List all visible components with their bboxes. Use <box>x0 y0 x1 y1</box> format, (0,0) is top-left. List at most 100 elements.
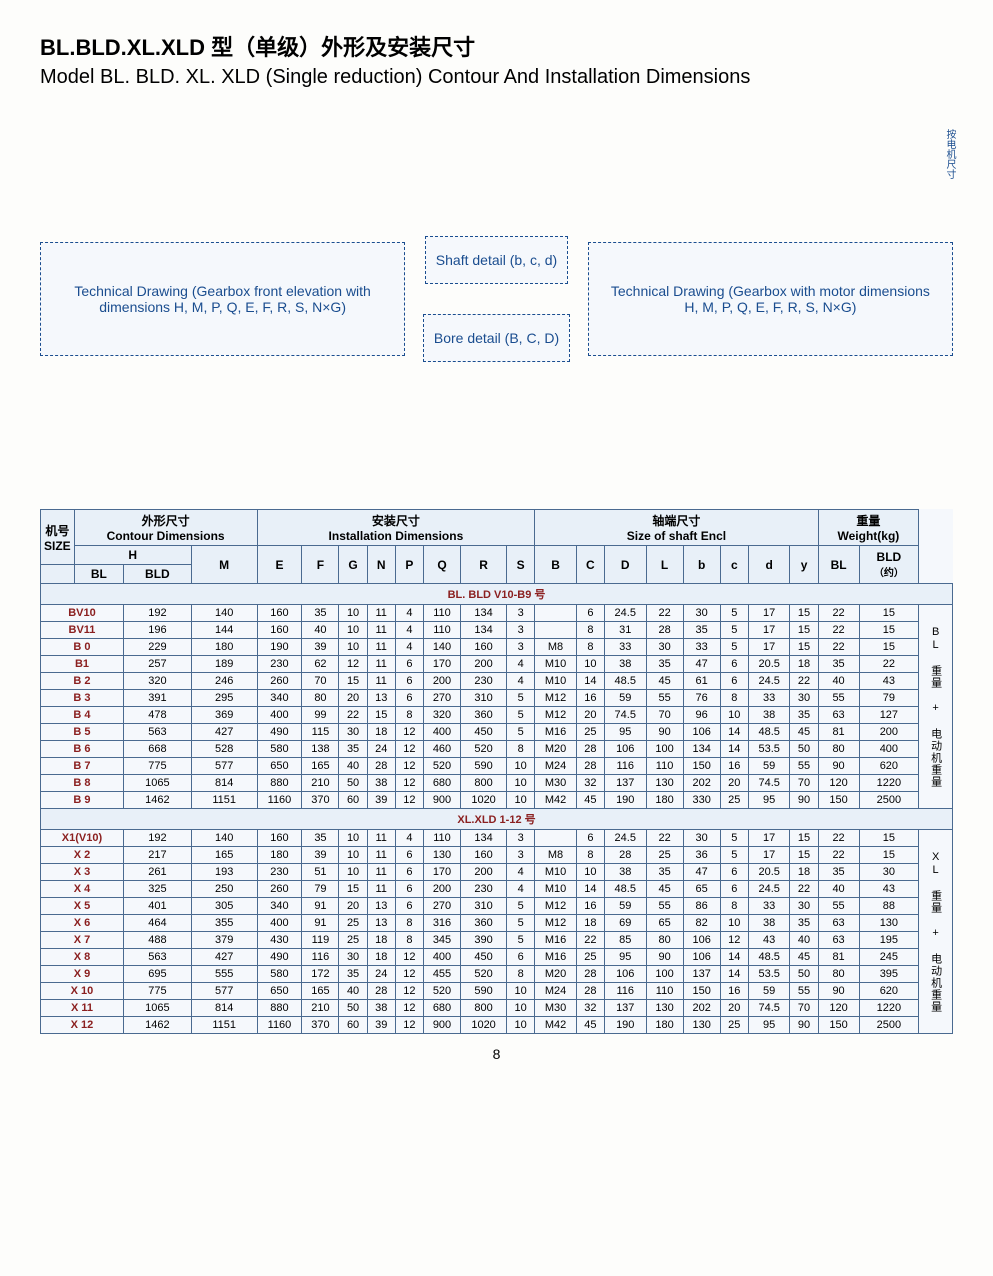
cell-Q: 200 <box>461 864 507 881</box>
cell-E: 40 <box>302 622 339 639</box>
hdr-M: M <box>191 546 257 584</box>
cell-D: 100 <box>646 966 683 983</box>
cell-Q: 200 <box>461 656 507 673</box>
cell-P: 110 <box>423 830 460 847</box>
cell-R: 5 <box>507 724 535 741</box>
cell-c: 17 <box>748 605 790 622</box>
cell-BLD: 295 <box>191 690 257 707</box>
cell-F: 20 <box>339 898 367 915</box>
cell-S: M30 <box>535 775 577 792</box>
cell-R: 4 <box>507 864 535 881</box>
table-row: X 221716518039101161301603M8828253651715… <box>41 847 953 864</box>
cell-wBL: 43 <box>859 673 919 690</box>
cell-B: 8 <box>576 622 604 639</box>
cell-c: 74.5 <box>748 775 790 792</box>
cell-D: 130 <box>646 775 683 792</box>
cell-F: 40 <box>339 758 367 775</box>
cell-R: 5 <box>507 707 535 724</box>
hdr-c2: c <box>720 546 748 584</box>
cell-P: 170 <box>423 864 460 881</box>
cell-D: 180 <box>646 792 683 809</box>
cell-C: 137 <box>604 1000 646 1017</box>
cell-P: 170 <box>423 656 460 673</box>
cell-size: B 4 <box>41 707 124 724</box>
cell-wBL: 15 <box>859 605 919 622</box>
cell-E: 370 <box>302 1017 339 1034</box>
cell-c: 20.5 <box>748 656 790 673</box>
cell-BL: 391 <box>123 690 191 707</box>
cell-L: 330 <box>683 792 720 809</box>
cell-L: 30 <box>683 605 720 622</box>
cell-BL: 695 <box>123 966 191 983</box>
cell-N: 8 <box>395 707 423 724</box>
cell-G: 39 <box>367 792 395 809</box>
cell-size: X 11 <box>41 1000 124 1017</box>
cell-y: 80 <box>818 741 859 758</box>
cell-d: 45 <box>790 724 818 741</box>
cell-C: 95 <box>604 949 646 966</box>
table-row: X 646435540091251383163605M1218696582103… <box>41 915 953 932</box>
table-row: X1(V10)19214016035101141101343624.522305… <box>41 830 953 847</box>
cell-size: BV11 <box>41 622 124 639</box>
cell-Q: 800 <box>461 775 507 792</box>
cell-S: M42 <box>535 1017 577 1034</box>
table-row: B125718923062121161702004M1010383547620.… <box>41 656 953 673</box>
cell-C: 59 <box>604 898 646 915</box>
cell-G: 11 <box>367 639 395 656</box>
cell-R: 4 <box>507 673 535 690</box>
cell-D: 25 <box>646 847 683 864</box>
cell-R: 10 <box>507 1017 535 1034</box>
cell-P: 200 <box>423 673 460 690</box>
cell-D: 45 <box>646 881 683 898</box>
cell-b: 6 <box>720 673 748 690</box>
cell-F: 22 <box>339 707 367 724</box>
cell-c: 48.5 <box>748 949 790 966</box>
cell-y: 22 <box>818 847 859 864</box>
cell-BL: 1462 <box>123 1017 191 1034</box>
cell-G: 11 <box>367 656 395 673</box>
cell-G: 11 <box>367 881 395 898</box>
cell-wBL: 395 <box>859 966 919 983</box>
cell-wBL: 620 <box>859 983 919 1000</box>
cell-BLD: 379 <box>191 932 257 949</box>
cell-M: 430 <box>257 932 302 949</box>
table-row: X 12146211511160370603912900102010M42451… <box>41 1017 953 1034</box>
cell-BL: 261 <box>123 864 191 881</box>
cell-C: 190 <box>604 792 646 809</box>
cell-b: 16 <box>720 758 748 775</box>
cell-c: 74.5 <box>748 1000 790 1017</box>
cell-P: 520 <box>423 758 460 775</box>
cell-BLD: 528 <box>191 741 257 758</box>
cell-N: 4 <box>395 622 423 639</box>
cell-R: 10 <box>507 775 535 792</box>
cell-R: 8 <box>507 966 535 983</box>
cell-S: M12 <box>535 915 577 932</box>
cell-y: 35 <box>818 656 859 673</box>
hdr-weight: 重量 Weight(kg) <box>818 510 919 546</box>
cell-Q: 134 <box>461 830 507 847</box>
cell-G: 13 <box>367 915 395 932</box>
table-row: X 96955555801723524124555208M20281061001… <box>41 966 953 983</box>
cell-P: 900 <box>423 1017 460 1034</box>
table-head: 机号 SIZE 外形尺寸 Contour Dimensions 安装尺寸 Ins… <box>41 510 953 584</box>
cell-S: M20 <box>535 966 577 983</box>
cell-BLD: 180 <box>191 639 257 656</box>
cell-R: 6 <box>507 949 535 966</box>
cell-d: 15 <box>790 605 818 622</box>
cell-E: 79 <box>302 881 339 898</box>
cell-G: 15 <box>367 707 395 724</box>
cell-P: 270 <box>423 690 460 707</box>
cell-F: 60 <box>339 1017 367 1034</box>
cell-E: 119 <box>302 932 339 949</box>
cell-R: 10 <box>507 758 535 775</box>
cell-size: B 6 <box>41 741 124 758</box>
cell-P: 900 <box>423 792 460 809</box>
cell-M: 190 <box>257 639 302 656</box>
cell-C: 48.5 <box>604 673 646 690</box>
cell-L: 202 <box>683 775 720 792</box>
cell-P: 320 <box>423 707 460 724</box>
hdr-shaft: 轴端尺寸 Size of shaft Encl <box>535 510 818 546</box>
cell-d: 45 <box>790 949 818 966</box>
cell-F: 25 <box>339 932 367 949</box>
cell-Q: 390 <box>461 932 507 949</box>
